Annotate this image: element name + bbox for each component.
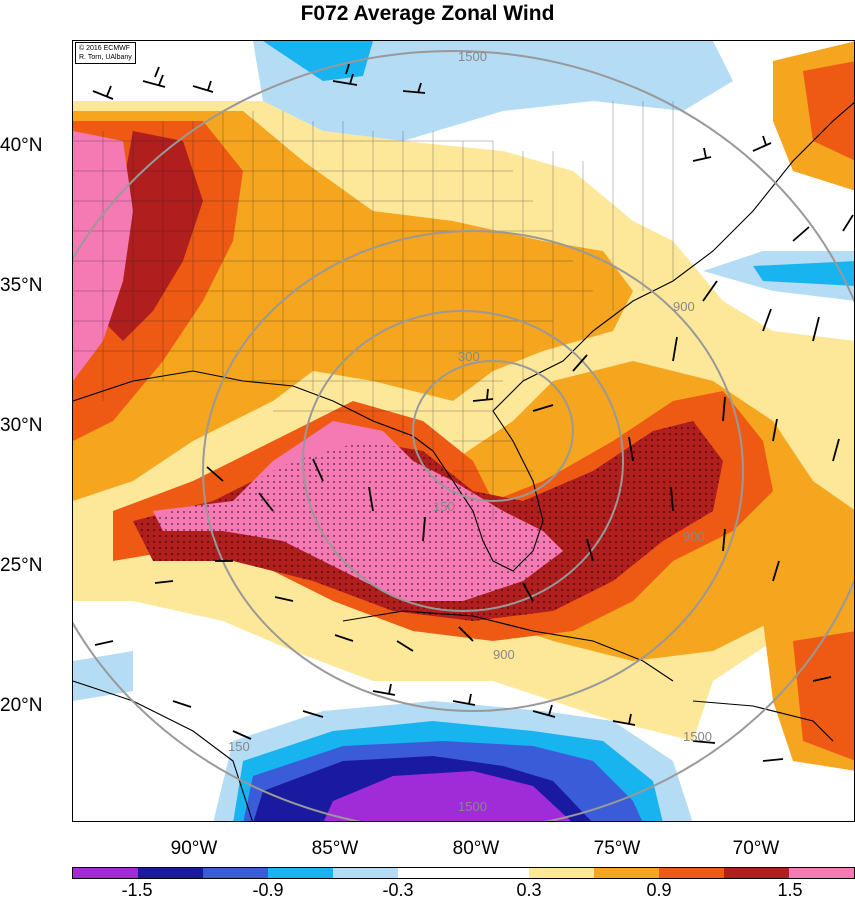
lat-label-20: 20°N bbox=[0, 695, 43, 716]
field-red-northeast bbox=[803, 61, 854, 161]
credit-line-2: R. Torn, UAlbany bbox=[79, 54, 132, 61]
credit-box: © 2016 ECMWF R. Torn, UAlbany bbox=[75, 42, 136, 64]
coastline-mexico bbox=[73, 680, 253, 821]
field-lightblue-west bbox=[73, 651, 133, 701]
colorbar-swatch-4 bbox=[333, 868, 399, 878]
field-red-southeast bbox=[793, 631, 854, 761]
field-blue-east bbox=[753, 261, 854, 286]
colorbar-swatch-6 bbox=[463, 868, 529, 878]
coastline-cuba bbox=[342, 610, 674, 682]
colorbar-swatch-8 bbox=[593, 868, 659, 878]
colorbar bbox=[72, 867, 855, 879]
lat-label-35: 35°N bbox=[0, 275, 43, 296]
wind-barbs bbox=[92, 63, 854, 762]
stipple-gulf bbox=[133, 421, 723, 621]
coastline-hispaniola bbox=[692, 700, 834, 742]
colorbar-swatch-1 bbox=[138, 868, 204, 878]
lon-label-90: 90°W bbox=[170, 838, 218, 859]
contour-label-900-east: 900 bbox=[673, 299, 695, 314]
contour-label-300: 300 bbox=[458, 349, 480, 364]
colorbar-label-neg0.3: -0.3 bbox=[382, 880, 414, 900]
map-canvas: 1500 900 900 900 300 150 1500 1500 150 bbox=[73, 41, 854, 821]
contour-label-900-south: 900 bbox=[493, 647, 515, 662]
lat-label-40: 40°N bbox=[0, 135, 43, 156]
contour-label-150-sw: 150 bbox=[228, 739, 250, 754]
contour-900-outer bbox=[73, 50, 854, 821]
contour-150 bbox=[412, 360, 574, 502]
field-lightblue-north bbox=[253, 41, 733, 141]
colorbar-label-neg1.5: -1.5 bbox=[121, 880, 153, 900]
colorbar-swatch-7 bbox=[528, 868, 594, 878]
lon-label-70: 70°W bbox=[732, 838, 780, 859]
lat-label-25: 25°N bbox=[0, 555, 43, 576]
contour-label-900-southeast: 900 bbox=[683, 529, 705, 544]
field-blue-north bbox=[263, 41, 373, 81]
colorbar-swatch-0 bbox=[73, 868, 139, 878]
lon-label-75: 75°W bbox=[593, 838, 641, 859]
contour-label-1500-bottom: 1500 bbox=[458, 799, 487, 814]
colorbar-swatch-5 bbox=[398, 868, 464, 878]
colorbar-label-1.5: 1.5 bbox=[777, 880, 803, 900]
colorbar-swatch-11 bbox=[788, 868, 854, 878]
credit-line-1: © 2016 ECMWF bbox=[79, 45, 131, 52]
contour-label-1500-top: 1500 bbox=[458, 49, 487, 64]
contour-label-150: 150 bbox=[433, 499, 455, 514]
contour-900 bbox=[202, 230, 744, 712]
colorbar-swatch-3 bbox=[268, 868, 334, 878]
lon-label-80: 80°W bbox=[452, 838, 500, 859]
map-title: F072 Average Zonal Wind bbox=[300, 2, 555, 25]
map-frame[interactable]: © 2016 ECMWF R. Torn, UAlbany bbox=[72, 40, 855, 822]
lat-label-30: 30°N bbox=[0, 415, 43, 436]
field-purple-south bbox=[323, 771, 571, 821]
colorbar-swatch-2 bbox=[203, 868, 269, 878]
colorbar-swatch-10 bbox=[723, 868, 789, 878]
contour-label-1500-se: 1500 bbox=[683, 729, 712, 744]
colorbar-label-0.9: 0.9 bbox=[646, 880, 672, 900]
colorbar-swatch-9 bbox=[658, 868, 724, 878]
colorbar-label-neg0.9: -0.9 bbox=[252, 880, 284, 900]
lon-label-85: 85°W bbox=[311, 838, 359, 859]
colorbar-label-0.3: 0.3 bbox=[516, 880, 542, 900]
contour-300 bbox=[302, 310, 624, 612]
